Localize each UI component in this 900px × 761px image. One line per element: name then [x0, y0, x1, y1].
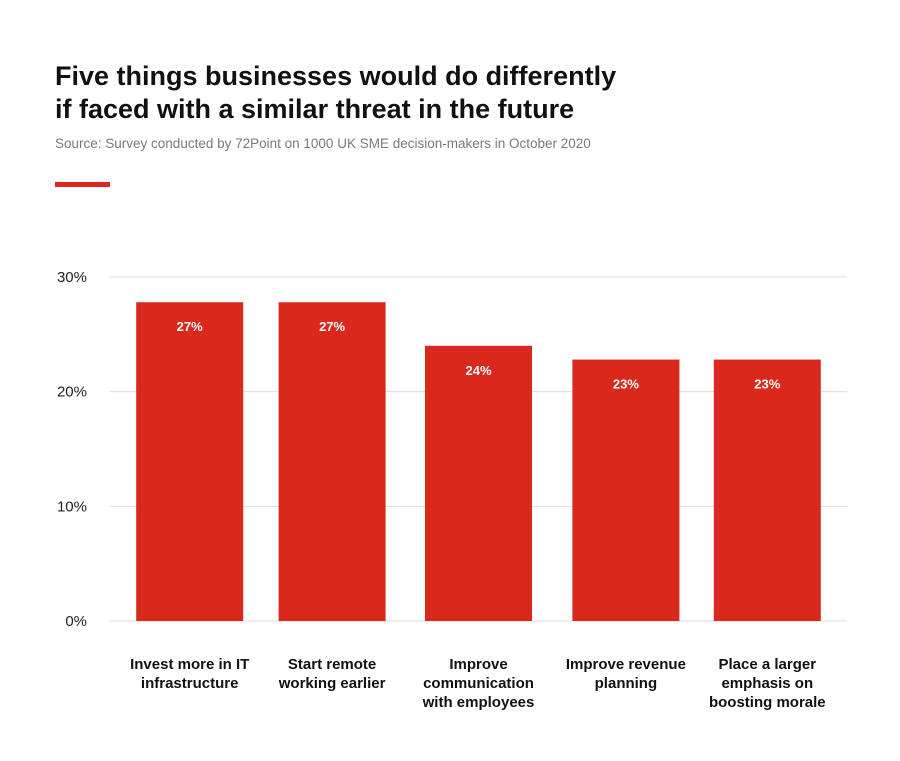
bars — [136, 302, 821, 621]
chart-subtitle: Source: Survey conducted by 72Point on 1… — [55, 136, 591, 151]
x-axis-category-labels: Invest more in IT infrastructure Start rem… — [130, 656, 826, 711]
y-tick-label: 10% — [57, 498, 87, 515]
category-label: Invest more in IT infrastructure — [130, 656, 249, 692]
bar — [425, 345, 532, 621]
bar-data-labels: 27% 27% 24% 23% 23% — [177, 319, 781, 391]
category-label: Improve communication with employees — [422, 656, 535, 711]
bar-data-label: 23% — [613, 377, 639, 392]
bar — [572, 359, 680, 621]
bar — [278, 302, 386, 621]
category-label: Start remote working earlier — [278, 656, 386, 692]
y-tick-label: 0% — [65, 613, 87, 630]
bar-data-label: 27% — [319, 319, 345, 334]
bar — [713, 359, 821, 621]
bar-data-label: 23% — [754, 377, 780, 392]
category-label: Place a larger emphasis on boosting morale — [709, 656, 826, 711]
y-tick-label: 30% — [57, 269, 87, 286]
y-tick-label: 20% — [57, 384, 87, 401]
y-axis-tick-labels: 0% 10% 20% 30% — [57, 269, 87, 630]
bar-data-label: 27% — [177, 319, 203, 334]
bar — [136, 302, 244, 621]
category-label: Improve revenue planning — [566, 656, 686, 692]
bar-data-label: 24% — [465, 363, 491, 378]
accent-rule — [55, 182, 110, 187]
chart-title: Five things businesses would do differen… — [55, 61, 617, 124]
